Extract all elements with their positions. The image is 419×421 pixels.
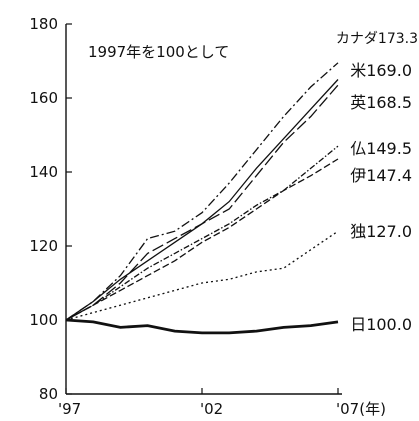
series-line — [65, 62, 339, 321]
series-line — [65, 230, 339, 321]
series-end-labels: カナダ173.3 米169.0 英168.5 仏149.5 伊147.4 独127.0 日1… — [336, 31, 418, 334]
x-tick-label: '07(年) — [336, 400, 386, 418]
series-line — [65, 318, 339, 335]
x-tick-label: '97 — [58, 400, 81, 418]
series-end-label: 伊147.4 — [350, 166, 412, 185]
series-lines — [65, 62, 339, 335]
series-end-label: 仏149.5 — [350, 139, 412, 158]
x-tick-label: '02 — [200, 400, 223, 418]
y-tick-label: 140 — [29, 163, 58, 181]
y-tick-label: 100 — [29, 311, 58, 329]
y-tick-label: 80 — [39, 385, 58, 403]
series-line — [65, 84, 339, 321]
series-end-label: 日100.0 — [350, 315, 412, 334]
series-end-label: 米169.0 — [350, 61, 412, 80]
y-tick-label: 160 — [29, 89, 58, 107]
series-line — [65, 145, 339, 321]
tick-labels: 80 100 120 140 160 180 '97 '02 '07(年) — [29, 15, 386, 418]
series-end-label: カナダ173.3 — [336, 31, 418, 47]
chart-note: 1997年を100として — [88, 43, 229, 61]
y-tick-label: 120 — [29, 237, 58, 255]
series-line — [65, 158, 339, 321]
series-line — [65, 79, 339, 321]
y-tick-label: 180 — [29, 15, 58, 33]
series-end-label: 英168.5 — [350, 93, 412, 112]
axes — [65, 23, 342, 395]
series-end-label: 独127.0 — [350, 222, 412, 241]
